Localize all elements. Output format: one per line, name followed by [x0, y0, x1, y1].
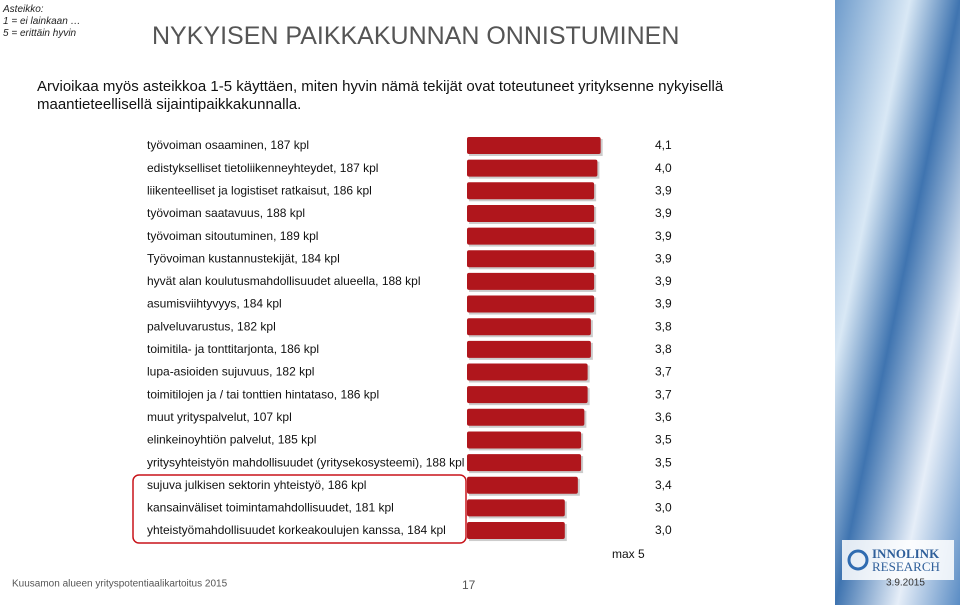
category-label: muut yrityspalvelut, 107 kpl [147, 410, 292, 424]
max-label: max 5 [612, 547, 645, 561]
value-label: 4,1 [655, 138, 672, 152]
value-label: 3,9 [655, 229, 672, 243]
scale-note: 1 = ei lainkaan … [3, 16, 81, 27]
value-label: 3,7 [655, 387, 672, 401]
bar [467, 318, 591, 336]
value-label: 3,0 [655, 501, 672, 515]
bar [467, 159, 598, 177]
bar [467, 204, 595, 222]
category-label: hyvät alan koulutusmahdollisuudet alueel… [147, 274, 421, 288]
value-label: 3,8 [655, 319, 672, 333]
bar [467, 363, 588, 381]
decor-image [835, 0, 960, 605]
bar [467, 386, 588, 404]
bar [467, 522, 565, 540]
bar [467, 340, 591, 358]
category-label: liikenteelliset ja logistiset ratkaisut,… [147, 183, 372, 197]
category-label: kansainväliset toimintamahdollisuudet, 1… [147, 501, 394, 515]
subtitle: Arvioikaa myös asteikkoa 1-5 käyttäen, m… [37, 78, 724, 113]
category-label: työvoiman sitoutuminen, 189 kpl [147, 229, 318, 243]
bar [467, 272, 595, 290]
date: 3.9.2015 [886, 578, 925, 589]
category-label: toimitila- ja tonttitarjonta, 186 kpl [147, 342, 319, 356]
bar [467, 250, 595, 268]
bar [467, 476, 578, 494]
highlight-box [132, 474, 467, 544]
category-label: asumisviihtyvyys, 184 kpl [147, 297, 282, 311]
bar [467, 227, 595, 245]
logo-top: INNOLINK [872, 546, 940, 561]
title: NYKYISEN PAIKKAKUNNAN ONNISTUMINEN [152, 22, 680, 50]
category-label: Työvoiman kustannustekijät, 184 kpl [147, 251, 340, 265]
bar [467, 431, 582, 449]
value-label: 3,9 [655, 251, 672, 265]
value-label: 3,9 [655, 206, 672, 220]
scale-note: 5 = erittäin hyvin [3, 28, 77, 39]
category-label: sujuva julkisen sektorin yhteistyö, 186 … [147, 478, 366, 492]
value-label: 3,5 [655, 455, 672, 469]
value-label: 3,7 [655, 365, 672, 379]
category-label: elinkeinoyhtiön palvelut, 185 kpl [147, 433, 316, 447]
value-label: 4,0 [655, 161, 672, 175]
bar [467, 408, 585, 426]
category-label: yritysyhteistyön mahdollisuudet (yrityse… [147, 455, 464, 469]
category-label: työvoiman osaaminen, 187 kpl [147, 138, 309, 152]
category-label: edistykselliset tietoliikenneyhteydet, 1… [147, 161, 378, 175]
footer-source: Kuusamon alueen yrityspotentiaalikartoit… [12, 579, 228, 590]
value-label: 3,0 [655, 523, 672, 537]
bar [467, 182, 595, 200]
bar [467, 454, 582, 472]
bar [467, 137, 601, 154]
category-label: palveluvarustus, 182 kpl [147, 319, 276, 333]
value-label: 3,9 [655, 297, 672, 311]
value-label: 3,5 [655, 433, 672, 447]
logo-bg [842, 540, 954, 580]
value-label: 3,9 [655, 183, 672, 197]
category-label: lupa-asioiden sujuvuus, 182 kpl [147, 365, 314, 379]
page-number: 17 [462, 578, 476, 592]
logo-bottom: RESEARCH [872, 559, 940, 574]
logo-icon [847, 549, 869, 571]
category-label: työvoiman saatavuus, 188 kpl [147, 206, 305, 220]
value-label: 3,6 [655, 410, 672, 424]
value-label: 3,9 [655, 274, 672, 288]
bar [467, 499, 565, 517]
bar [467, 295, 595, 313]
value-label: 3,8 [655, 342, 672, 356]
value-label: 3,4 [655, 478, 672, 492]
category-label: toimitilojen ja / tai tonttien hintataso… [147, 387, 379, 401]
category-label: yhteistyömahdollisuudet korkeakoulujen k… [147, 523, 446, 537]
scale-note: Asteikko: [3, 4, 44, 15]
